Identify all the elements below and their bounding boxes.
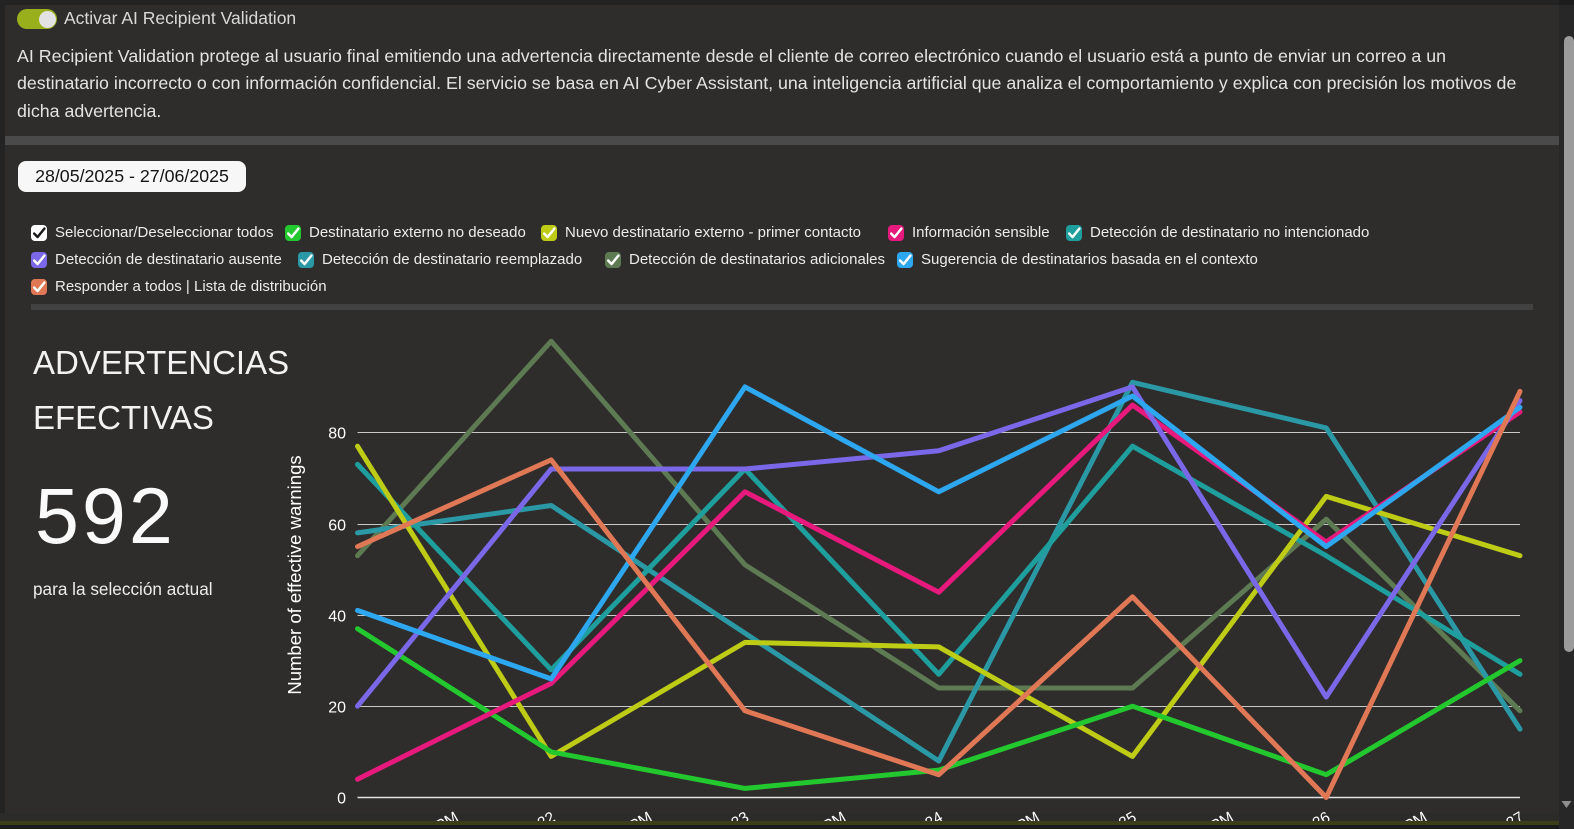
svg-text:40: 40: [328, 608, 346, 625]
svg-text:0: 0: [337, 790, 346, 807]
svg-text:60: 60: [328, 517, 346, 534]
svg-text:20: 20: [328, 699, 346, 716]
svg-text:80: 80: [328, 425, 346, 442]
svg-text:Number of effective warnings: Number of effective warnings: [284, 455, 305, 694]
